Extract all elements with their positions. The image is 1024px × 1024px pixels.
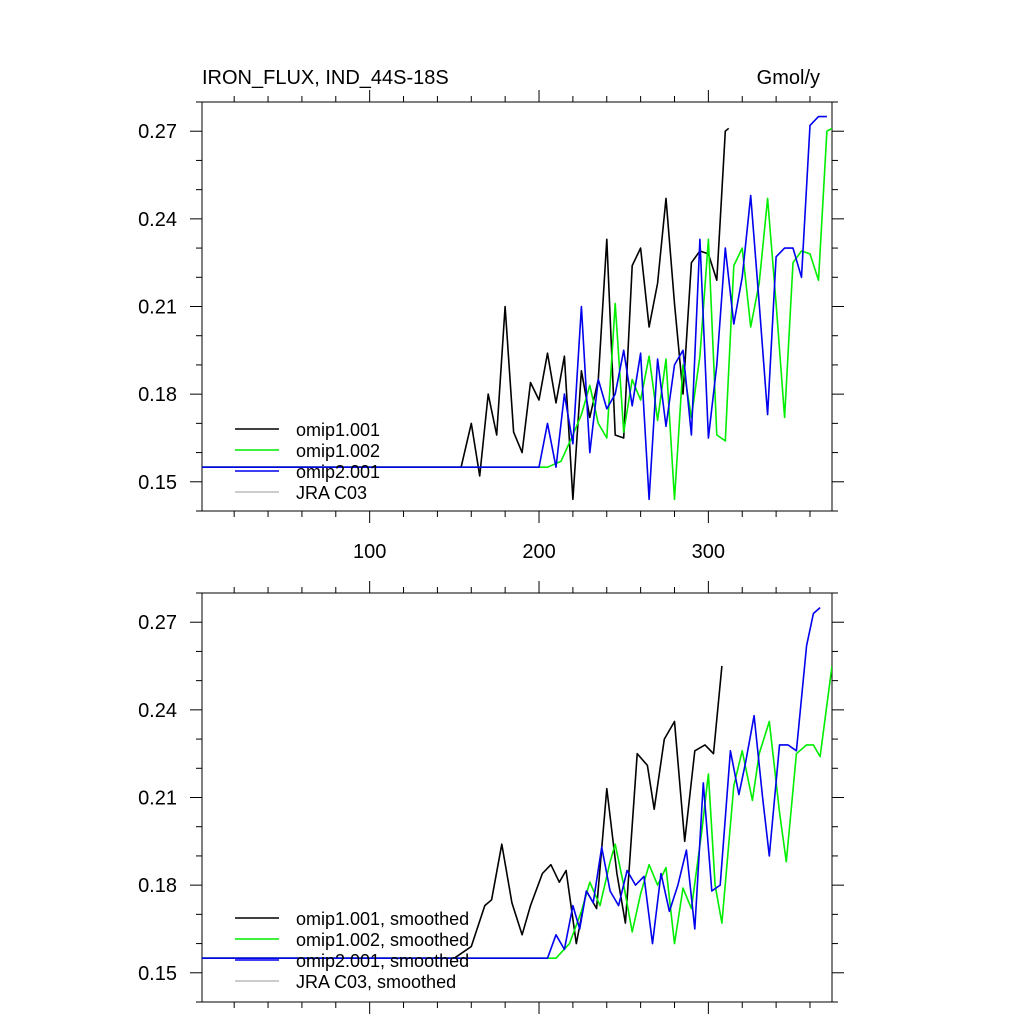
legend-label: omip1.002, smoothed (296, 930, 469, 950)
series-line-omip2-001 (202, 606, 821, 959)
chart-title: IRON_FLUX, IND_44S-18S (202, 67, 449, 89)
legend-label: omip1.001, smoothed (296, 909, 469, 929)
legend-label: omip2.001 (296, 462, 380, 482)
series-line-omip2-001 (202, 115, 827, 501)
y-tick-label: 0.24 (138, 700, 177, 722)
top-panel: 0.15 0.18 0.21 0.24 0.27 100 200 300 IRON_FLUX, … (138, 67, 844, 563)
x-tick-label: 300 (692, 541, 725, 563)
y-tick-label: 0.21 (138, 788, 177, 810)
x-tick-label: 200 (522, 541, 555, 563)
y-tick-label: 0.15 (138, 963, 177, 985)
units-label: Gmol/y (757, 67, 820, 89)
legend-label: omip1.002 (296, 441, 380, 461)
legend-label: omip1.001 (296, 420, 380, 440)
series-line-omip1-001 (202, 127, 730, 501)
series-group (202, 115, 832, 501)
y-tick-label: 0.21 (138, 297, 177, 319)
legend-label: JRA C03, smoothed (296, 972, 456, 992)
y-tick-label: 0.15 (138, 472, 177, 494)
legend-label: JRA C03 (296, 483, 367, 503)
y-tick-label: 0.27 (138, 121, 177, 143)
y-tick-label: 0.18 (138, 384, 177, 406)
series-line-omip1-002 (202, 665, 832, 959)
y-tick-label: 0.27 (138, 612, 177, 634)
x-tick-label: 100 (353, 541, 386, 563)
legend-label: omip2.001, smoothed (296, 951, 469, 971)
y-tick-label: 0.18 (138, 875, 177, 897)
y-tick-label: 0.24 (138, 209, 177, 231)
series-group (202, 606, 832, 959)
